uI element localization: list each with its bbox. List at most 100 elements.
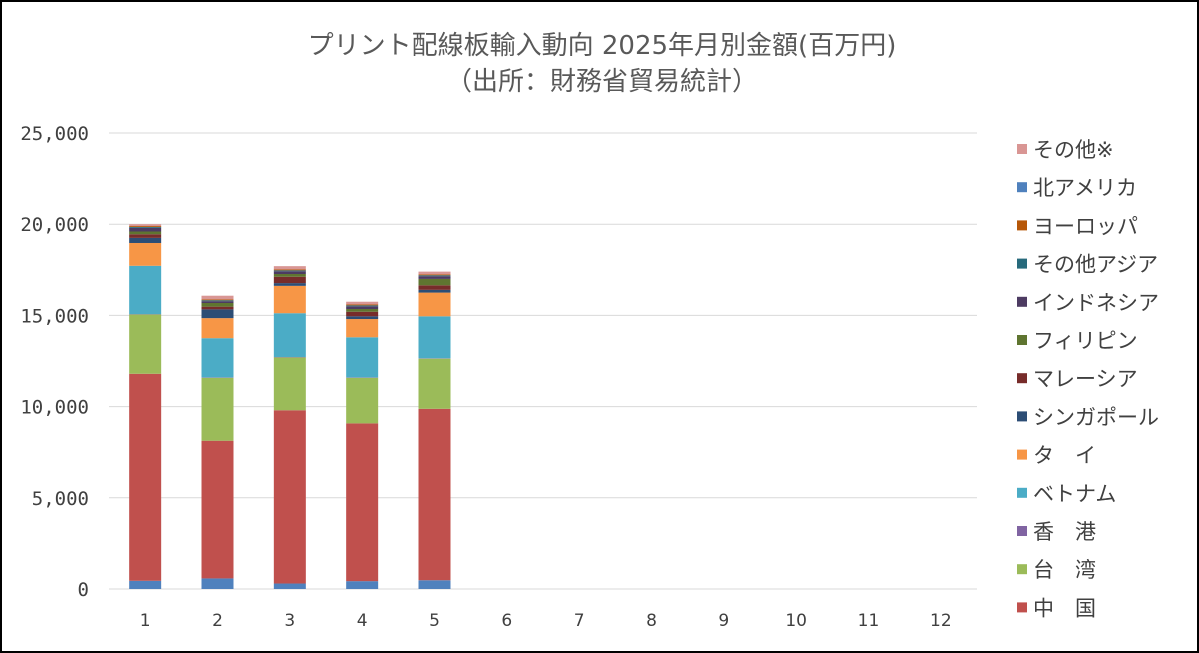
x-tick-label: 3 [284,611,295,631]
y-tick-label: 15,000 [20,305,89,327]
bar-segment [273,269,306,271]
legend-label: タ イ [1033,444,1096,468]
y-tick-label: 0 [78,579,89,601]
legend-swatch [1017,602,1027,613]
bar-segment [418,276,451,279]
y-axis: 0 5,000 10,000 15,000 20,000 25,000 [20,123,89,601]
bar-segment [418,316,451,359]
legend-label: シンガポール [1033,405,1159,429]
bar-segment [273,273,306,277]
bar-segment [129,226,162,227]
bar-segment [418,274,451,276]
bar-segment [273,276,306,284]
x-axis: 1 2 3 4 5 6 7 8 9 10 11 12 [140,611,952,631]
bar-segment [201,306,234,310]
legend-label: インドネシア [1033,291,1159,315]
legend-label: マレーシア [1033,367,1138,391]
bar-segment [273,357,306,411]
bar-segment [346,309,379,312]
legend-swatch [1017,564,1027,575]
x-tick-label: 12 [930,611,952,631]
bar-segment [346,311,379,317]
legend-swatch [1017,335,1027,345]
bar-segment [273,283,306,286]
bar-segment [201,302,234,307]
bar-segment [129,373,162,581]
bar-segment [129,580,162,589]
bar-segment [273,285,306,314]
bar-segment [418,292,451,317]
legend-swatch [1017,373,1027,384]
legend-label: 台 湾 [1033,558,1096,582]
bar-segment [346,423,379,582]
chart-title: プリント配線板輸入動向 2025年月別金額(百万円) [308,31,897,61]
x-tick-label: 6 [501,611,512,631]
legend-label: ヨーロッパ [1033,214,1138,238]
x-tick-label: 7 [574,611,585,631]
legend-label: 中 国 [1033,596,1096,620]
bar-segment [201,309,234,319]
bar-segment [201,300,234,302]
bar-segment [346,305,379,307]
bar-segment [418,289,451,293]
legend-swatch [1017,526,1027,536]
bar-segment [418,580,451,589]
y-tick-label: 5,000 [32,488,89,510]
legend-swatch [1017,449,1027,460]
legend: その他※ 北アメリカヨーロッパその他アジアインドネシアフィリピンマレーシアシンガポ… [1017,138,1159,620]
bar-segment [273,313,306,357]
legend-swatch [1017,487,1027,498]
y-tick-label: 10,000 [20,397,89,419]
bar-segment [129,234,162,238]
x-tick-label: 1 [140,611,151,631]
bar-segment [129,224,162,227]
y-tick-label: 20,000 [20,214,89,236]
bar-segment [418,278,451,286]
bar-segment [273,266,306,270]
bar-segment [346,581,379,589]
legend-label: 北アメリカ [1033,176,1137,200]
bar-segment [201,318,234,339]
bar-segment [129,226,162,228]
bar-segment [201,299,234,301]
bar-segment [346,377,379,424]
legend-swatch [1017,144,1027,154]
bar-segment [201,440,234,579]
bar-segment [201,338,234,378]
legend-label: 香 港 [1033,520,1096,544]
bar-segment [129,265,162,315]
bar-segment [201,295,234,300]
legend-label: その他※ [1033,138,1114,162]
legend-swatch [1017,220,1027,231]
legend-label: ベトナム [1033,482,1116,506]
legend-swatch [1017,411,1027,422]
legend-label: フィリピン [1033,329,1138,353]
legend-swatch [1017,258,1027,269]
bar-segment [273,410,306,584]
bar-segment [418,358,451,409]
x-tick-label: 5 [429,611,440,631]
bar-segment [129,314,162,374]
bar-segment [201,301,234,303]
bar-segment [273,583,306,589]
gridlines [109,132,977,590]
bar-segment [346,301,379,305]
legend-swatch [1017,182,1027,193]
bars [129,224,451,589]
bar-segment [346,306,379,310]
bar-segment [418,285,451,290]
bar-segment [418,275,451,277]
bar-segment [129,237,162,243]
y-tick-label: 25,000 [20,123,89,145]
bar-segment [346,304,379,306]
x-tick-label: 2 [212,611,223,631]
bar-segment [129,242,162,266]
x-tick-label: 9 [718,611,729,631]
x-tick-label: 8 [646,611,657,631]
bar-segment [201,377,234,441]
bar-segment [129,231,162,235]
x-tick-label: 11 [858,611,880,631]
x-tick-label: 4 [357,611,368,631]
